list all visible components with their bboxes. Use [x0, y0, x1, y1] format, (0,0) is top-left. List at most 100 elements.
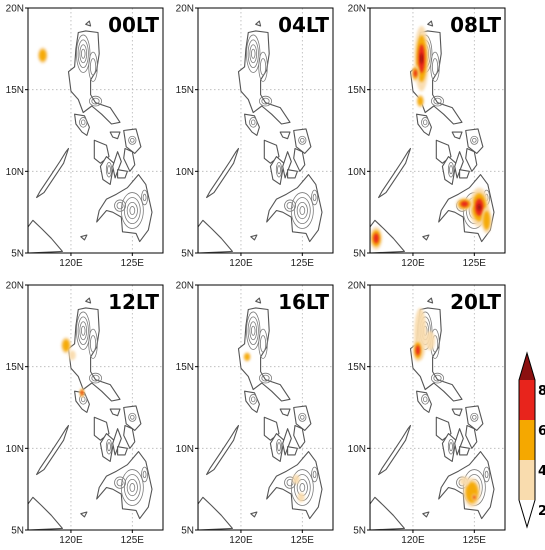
coastline-palawan [378, 147, 412, 199]
terrain-contour [80, 119, 86, 126]
terrain-contour [431, 58, 439, 76]
y-tick-label: 15N [6, 362, 24, 373]
coastline-borneo [198, 219, 233, 253]
coastline-cebu [454, 428, 464, 456]
precip-shading [80, 390, 84, 395]
terrain-contour [116, 478, 124, 487]
y-tick-label: 10N [176, 167, 194, 178]
x-tick-label: 125E [121, 258, 145, 269]
terrain-contour [430, 51, 440, 82]
terrain-contour [472, 414, 477, 420]
terrain-contour [470, 412, 479, 422]
map-area [370, 8, 505, 253]
x-tick-label: 120E [59, 258, 83, 269]
terrain-contour [247, 39, 259, 69]
coastline-samar [123, 128, 142, 154]
x-tick-label: 125E [121, 535, 145, 546]
y-tick-label: 10N [348, 167, 366, 178]
panel-frame [27, 7, 164, 254]
coastline-samar [465, 405, 484, 431]
terrain-contour [250, 119, 256, 126]
coastline-masbate [109, 408, 121, 417]
coastline-sulu [422, 511, 430, 518]
precip-shading [465, 481, 479, 504]
terrain-contour [312, 193, 317, 202]
coastline-leyte [123, 424, 136, 449]
terrain-contour [129, 206, 136, 216]
y-tick-label: 15N [176, 85, 194, 96]
coastline-palawan [206, 147, 240, 199]
terrain-contour [484, 470, 489, 479]
terrain-contour [277, 442, 281, 452]
terrain-contour [290, 469, 314, 506]
coastline-bohol [117, 169, 128, 179]
terrain-contour [421, 117, 430, 128]
map-panel: 120E 125E 20N 15N 10N 5N 04LT [176, 0, 334, 269]
terrain-contour [79, 44, 88, 64]
coastline-leyte [123, 147, 136, 172]
terrain-contour [250, 396, 256, 403]
coastline-babuyan [255, 297, 262, 304]
terrain-contour [311, 189, 319, 206]
coastline-bohol [459, 169, 470, 179]
terrain-contour [130, 137, 135, 143]
coastline-masbate [451, 408, 463, 417]
terrain-contour [105, 438, 113, 455]
coastline-palawan [36, 424, 70, 476]
y-tick-label: 15N [348, 362, 366, 373]
terrain-contour [449, 165, 453, 175]
terrain-contour [290, 192, 314, 229]
coastline-palawan [206, 424, 240, 476]
terrain-contour [114, 476, 126, 489]
terrain-contour [300, 137, 305, 143]
terrain-contour [311, 466, 319, 483]
y-tick-label: 20N [176, 4, 194, 15]
terrain-contour [77, 316, 89, 346]
coastline-babuyan [85, 20, 92, 27]
terrain-contour [246, 34, 261, 73]
y-tick-label: 5N [11, 526, 24, 537]
precip-shading [373, 233, 379, 244]
terrain-contour [107, 165, 111, 175]
map-area [198, 275, 333, 530]
terrain-contour [299, 206, 306, 216]
terrain-contour [298, 412, 307, 422]
terrain-contour [433, 374, 442, 382]
terrain-contour [433, 97, 442, 105]
terrain-contour [422, 119, 428, 126]
terrain-contour [293, 197, 311, 225]
batanes-islands [263, 0, 270, 6]
terrain-contour [277, 165, 281, 175]
precip-shading [413, 69, 418, 77]
map-panel: 120E 125E 20N 15N 10N 5N 00LT [6, 4, 164, 269]
y-tick-label: 15N [348, 85, 366, 96]
terrain-contour [80, 48, 86, 59]
batanes-islands [263, 275, 270, 283]
coastline-samar [123, 405, 142, 431]
terrain-contour [123, 474, 141, 501]
panel-time-label: 08LT [450, 13, 501, 37]
terrain-contour [249, 321, 258, 341]
terrain-contour [126, 201, 138, 220]
coastline-sulu [80, 234, 88, 241]
terrain-contour [130, 414, 135, 420]
precip-shading [483, 210, 491, 230]
precip-shading [417, 96, 423, 106]
terrain-contour [105, 161, 113, 178]
coastline-sulu [250, 511, 258, 518]
terrain-contour [120, 469, 144, 506]
panel-time-label: 16LT [278, 290, 329, 314]
map-panel: 120E 125E 20N 15N 10N 5N 16LT [176, 275, 334, 546]
terrain-contour [126, 478, 138, 497]
precip-shading [460, 201, 469, 207]
y-tick-label: 15N [6, 85, 24, 96]
terrain-contour [261, 97, 270, 105]
coastline-leyte [293, 147, 306, 172]
coastline-masbate [451, 131, 463, 140]
y-tick-label: 10N [6, 444, 24, 455]
coastline-bohol [287, 446, 298, 456]
coastline-borneo [28, 496, 63, 530]
terrain-contour [76, 311, 91, 350]
panel-time-label: 04LT [278, 13, 329, 37]
x-tick-label: 120E [229, 258, 253, 269]
